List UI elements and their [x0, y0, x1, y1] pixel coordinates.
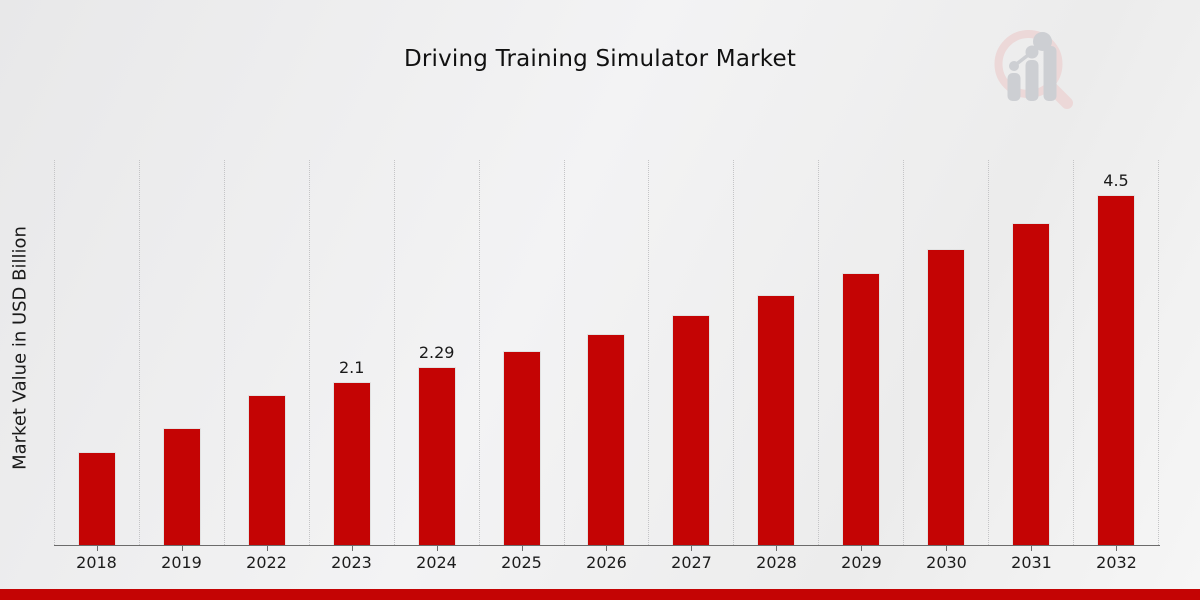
x-axis-tick — [351, 545, 353, 551]
x-tick-label-2025: 2025 — [501, 553, 542, 572]
x-tick-label-2032: 2032 — [1096, 553, 1137, 572]
plot-cell — [478, 160, 564, 551]
x-axis-tick — [521, 545, 523, 551]
x-axis-tick — [96, 545, 98, 551]
x-axis-tick — [946, 545, 948, 551]
plot-cell: 2.29 — [393, 160, 479, 551]
plot-cell — [903, 160, 988, 551]
bar-value-label-2024: 2.29 — [418, 343, 455, 362]
plot-cell — [54, 160, 139, 551]
x-tick-label-2027: 2027 — [671, 553, 712, 572]
x-tick-label-2018: 2018 — [76, 553, 117, 572]
x-tick-label-2026: 2026 — [586, 553, 627, 572]
x-axis-tick — [266, 545, 268, 551]
footer-accent-bar — [0, 589, 1200, 600]
bar-2031 — [1012, 223, 1051, 545]
bar-2018 — [77, 452, 116, 545]
x-tick-label-2029: 2029 — [841, 553, 882, 572]
plot-cell — [733, 160, 818, 551]
bar-2029 — [842, 273, 881, 545]
x-tick-label-2023: 2023 — [331, 553, 372, 572]
x-axis-tick — [776, 545, 778, 551]
x-axis-tick — [1116, 545, 1118, 551]
bar-2024 — [417, 367, 456, 545]
plot-cell: 2.1 — [308, 160, 394, 551]
bar-2025 — [502, 351, 541, 545]
plot-cell — [138, 160, 224, 551]
x-tick-label-2024: 2024 — [416, 553, 457, 572]
plot-cell — [648, 160, 733, 551]
bar-value-label-2023: 2.1 — [338, 358, 365, 377]
x-axis-tick — [436, 545, 438, 551]
x-tick-label-2030: 2030 — [926, 553, 967, 572]
chart-title: Driving Training Simulator Market — [403, 46, 797, 72]
y-axis-label: Market Value in USD Billion — [9, 226, 31, 470]
x-axis-tick — [181, 545, 183, 551]
bar-2023 — [332, 382, 371, 545]
x-axis-tick — [861, 545, 863, 551]
bar-2019 — [162, 428, 201, 545]
plot-cell: 4.5 — [1073, 160, 1159, 551]
x-axis-tick — [606, 545, 608, 551]
x-tick-label-2022: 2022 — [246, 553, 287, 572]
bar-2022 — [247, 395, 286, 545]
x-axis-line — [54, 545, 1160, 546]
magnifier-bar-chart-logo-icon — [994, 30, 1073, 109]
plot-cell — [223, 160, 309, 551]
x-tick-label-2031: 2031 — [1011, 553, 1052, 572]
bar-value-label-2032: 4.5 — [1103, 171, 1129, 190]
x-axis-tick — [1031, 545, 1033, 551]
plot-area: 2.1 2.29 4.5 — [54, 160, 1159, 551]
bar-2028 — [757, 295, 796, 545]
x-tick-label-2028: 2028 — [756, 553, 797, 572]
plot-cell — [988, 160, 1073, 551]
x-tick-label-2019: 2019 — [161, 553, 202, 572]
x-axis-labels: 2018 2019 2022 2023 2024 2025 2026 2027 2028 2029… — [54, 553, 1159, 572]
bar-2026 — [587, 334, 626, 545]
plot-cell — [818, 160, 903, 551]
bar-2027 — [672, 315, 711, 545]
bar-2032 — [1097, 195, 1136, 545]
x-axis-tick — [691, 545, 693, 551]
plot-cell — [563, 160, 649, 551]
bar-2030 — [927, 249, 966, 545]
